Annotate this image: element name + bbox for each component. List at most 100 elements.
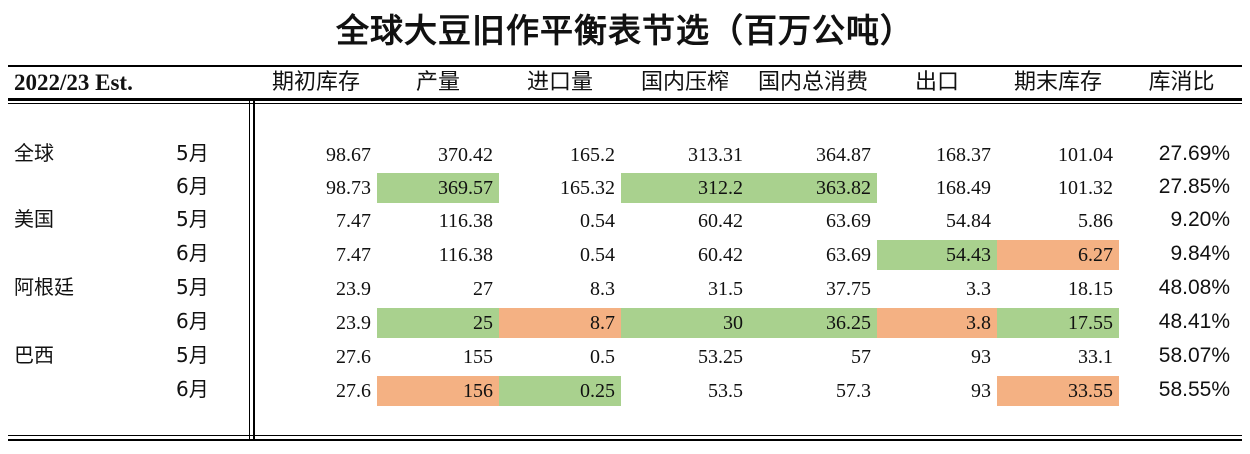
cell-imports: 165.32 [560, 177, 615, 199]
cell-exports: 168.49 [936, 177, 991, 199]
cell-beginning-stocks: 27.6 [336, 380, 371, 402]
col-header-stocks-to-use: 库消比 [1148, 70, 1215, 95]
cell-stocks-to-use: 58.55% [1158, 378, 1230, 401]
cell-ending-stocks: 33.1 [1078, 346, 1113, 368]
cell-beginning-stocks: 98.73 [326, 177, 371, 199]
divider-left [249, 101, 250, 439]
cell-imports: 0.5 [590, 346, 615, 368]
table-row: 全球 5月 98.67 370.42 165.2 313.31 364.87 168.37 10… [0, 137, 1250, 170]
cell-stocks-to-use: 9.84% [1170, 242, 1230, 265]
month-label: 6月 [176, 377, 209, 401]
cell-imports: 8.3 [590, 278, 615, 300]
month-label: 6月 [176, 174, 209, 198]
cell-ending-stocks: 101.32 [1058, 177, 1113, 199]
cell-exports: 54.84 [946, 210, 991, 232]
cell-production: 370.42 [438, 144, 493, 166]
cell-domestic-crush: 53.25 [698, 346, 743, 368]
cell-domestic-crush: 60.42 [698, 210, 743, 232]
region-label: 全球 [14, 141, 54, 165]
cell-production: 155 [463, 346, 493, 368]
header-rule-thin [8, 103, 1242, 104]
cell-domestic-total: 36.25 [749, 308, 877, 338]
divider-right [253, 101, 255, 439]
header-rule-thick [8, 98, 1242, 101]
month-label: 5月 [176, 343, 209, 367]
cell-domestic-total: 364.87 [816, 144, 871, 166]
month-label: 5月 [176, 207, 209, 231]
table-row: 6月 27.6 156 0.25 53.5 57.3 93 33.55 58.55% [0, 373, 1250, 406]
cell-domestic-crush: 30 [621, 308, 749, 338]
region-label: 美国 [14, 207, 54, 231]
cell-imports: 0.54 [580, 210, 615, 232]
year-label: 2022/23 Est. [14, 70, 133, 95]
cell-production: 156 [377, 376, 499, 406]
col-header-ending-stocks: 期末库存 [1013, 70, 1102, 95]
cell-stocks-to-use: 27.69% [1158, 142, 1230, 165]
cell-production: 25 [377, 308, 499, 338]
cell-production: 116.38 [438, 244, 493, 266]
cell-domestic-total: 57.3 [836, 380, 871, 402]
cell-exports: 3.3 [966, 278, 991, 300]
cell-domestic-total: 37.75 [826, 278, 871, 300]
cell-stocks-to-use: 27.85% [1158, 175, 1230, 198]
cell-domestic-total: 63.69 [826, 210, 871, 232]
cell-beginning-stocks: 7.47 [336, 210, 371, 232]
cell-ending-stocks: 6.27 [997, 240, 1119, 270]
cell-stocks-to-use: 48.08% [1158, 276, 1230, 299]
cell-beginning-stocks: 7.47 [336, 244, 371, 266]
col-header-beginning-stocks: 期初库存 [271, 70, 360, 95]
cell-beginning-stocks: 23.9 [336, 278, 371, 300]
cell-imports: 0.54 [580, 244, 615, 266]
table-title: 全球大豆旧作平衡表节选（百万公吨） [336, 11, 914, 50]
col-header-production: 产量 [415, 70, 460, 95]
cell-domestic-crush: 53.5 [708, 380, 743, 402]
cell-domestic-crush: 31.5 [708, 278, 743, 300]
table-row: 6月 23.9 25 8.7 30 36.25 3.8 17.55 48.41% [0, 305, 1250, 338]
cell-imports: 165.2 [570, 144, 615, 166]
cell-exports: 93 [971, 346, 991, 368]
cell-production: 27 [473, 278, 493, 300]
bottom-rule-thick [8, 439, 1242, 441]
cell-ending-stocks: 33.55 [997, 376, 1119, 406]
region-label: 阿根廷 [14, 275, 74, 299]
cell-imports: 8.7 [499, 308, 621, 338]
cell-ending-stocks: 101.04 [1058, 144, 1113, 166]
cell-domestic-total: 57 [851, 346, 871, 368]
cell-exports: 93 [971, 380, 991, 402]
col-header-domestic-total: 国内总消费 [757, 70, 868, 95]
cell-domestic-crush: 312.2 [621, 173, 749, 203]
cell-ending-stocks: 5.86 [1078, 210, 1113, 232]
cell-stocks-to-use: 58.07% [1158, 344, 1230, 367]
month-label: 6月 [176, 309, 209, 333]
cell-domestic-crush: 60.42 [698, 244, 743, 266]
table-row: 阿根廷 5月 23.9 27 8.3 31.5 37.75 3.3 18.15 48.08% [0, 271, 1250, 304]
month-label: 5月 [176, 141, 209, 165]
bottom-rule-thin [8, 435, 1242, 436]
table-row: 6月 7.47 116.38 0.54 60.42 63.69 54.43 6.27 9.84% [0, 237, 1250, 270]
top-rule [8, 65, 1242, 67]
table-row: 美国 5月 7.47 116.38 0.54 60.42 63.69 54.84 5.86 9.2… [0, 203, 1250, 236]
cell-stocks-to-use: 48.41% [1158, 310, 1230, 333]
cell-imports: 0.25 [499, 376, 621, 406]
cell-domestic-crush: 313.31 [688, 144, 743, 166]
cell-beginning-stocks: 27.6 [336, 346, 371, 368]
cell-exports: 54.43 [877, 240, 997, 270]
col-header-imports: 进口量 [526, 70, 593, 95]
cell-ending-stocks: 18.15 [1068, 278, 1113, 300]
cell-ending-stocks: 17.55 [997, 308, 1119, 338]
cell-beginning-stocks: 98.67 [326, 144, 371, 166]
cell-domestic-total: 63.69 [826, 244, 871, 266]
cell-exports: 168.37 [936, 144, 991, 166]
cell-beginning-stocks: 23.9 [336, 312, 371, 334]
cell-production: 369.57 [377, 173, 499, 203]
cell-exports: 3.8 [877, 308, 997, 338]
cell-production: 116.38 [438, 210, 493, 232]
col-header-exports: 出口 [914, 70, 959, 95]
table-row: 6月 98.73 369.57 165.32 312.2 363.82 168.49 101.… [0, 170, 1250, 203]
month-label: 6月 [176, 241, 209, 265]
col-header-domestic-crush: 国内压榨 [640, 70, 729, 95]
table-row: 巴西 5月 27.6 155 0.5 53.25 57 93 33.1 58.07% [0, 339, 1250, 372]
region-label: 巴西 [14, 343, 54, 367]
month-label: 5月 [176, 275, 209, 299]
cell-domestic-total: 363.82 [749, 173, 877, 203]
